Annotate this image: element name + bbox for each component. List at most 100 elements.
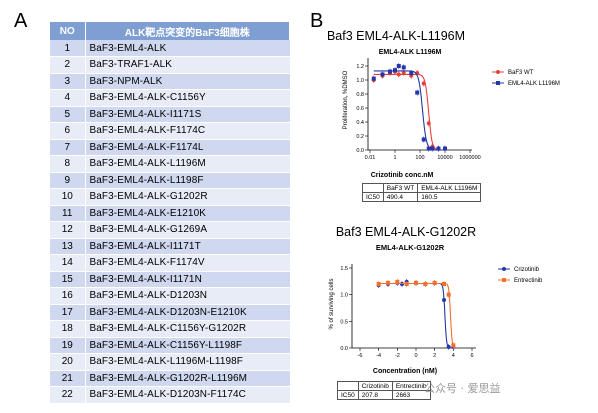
chart2-title: EML4-ALK-G1202R bbox=[376, 243, 445, 252]
table-row: 19 BaF3-EML4-ALK-C1156Y-L1198F bbox=[50, 337, 290, 354]
row-number: 6 bbox=[50, 122, 86, 140]
row-number: 20 bbox=[50, 353, 86, 371]
x-tick-label: 0.01 bbox=[365, 155, 376, 161]
cell-line-name: BaF3-EML4-ALK-L1196M bbox=[85, 155, 290, 173]
chart2-plot: 0.0 0.5 1.0 1.5 -6 -4 -2 0 2 4 6 bbox=[340, 264, 476, 359]
y-tick-label: 0.5 bbox=[340, 319, 348, 325]
cell-line-name: BaF3-EML4-ALK-F1174L bbox=[85, 139, 290, 156]
data-point bbox=[393, 68, 397, 73]
data-point bbox=[376, 282, 381, 286]
cell-line-name: BaF3-EML4-ALK-F1174C bbox=[85, 122, 290, 140]
row-number: 4 bbox=[50, 89, 86, 107]
data-point bbox=[442, 282, 446, 286]
data-point bbox=[401, 71, 406, 75]
ic50-value: 160.5 bbox=[417, 192, 482, 202]
data-point bbox=[396, 72, 401, 77]
cell-line-name: BaF3-EML4-ALK-I1171T bbox=[85, 238, 290, 255]
cell-line-name: BaF3-EML4-ALK-L1196M-L1198F bbox=[85, 353, 290, 371]
table-row: 6 BaF3-EML4-ALK-F1174C bbox=[50, 122, 290, 140]
legend-label: BaF3 WT bbox=[508, 70, 534, 76]
chart1-ylabel: Proliferation, %DMSO bbox=[343, 70, 349, 129]
row-number: 5 bbox=[50, 106, 86, 123]
series-curve bbox=[378, 282, 456, 349]
table-row: 1 BaF3-EML4-ALK bbox=[50, 40, 290, 57]
chart-g1202r: Baf3 EML4-ALK-G1202R EML4-ALK-G1202R Con… bbox=[329, 225, 543, 375]
x-tick-label: 2 bbox=[433, 353, 436, 359]
chart1-legend: BaF3 WT EML4-ALK L1196M bbox=[492, 70, 560, 87]
ic50-value-row: IC50 490.4 160.5 bbox=[362, 192, 482, 202]
legend-marker bbox=[496, 81, 500, 85]
table-row: 14 BaF3-EML4-ALK-F1174V bbox=[50, 254, 290, 272]
x-tick-label: 1 bbox=[393, 155, 396, 161]
x-tick-label: 6 bbox=[470, 353, 473, 359]
ic50-value: 490.4 bbox=[382, 192, 419, 202]
cell-line-name: BaF3-NPM-ALK bbox=[85, 73, 290, 90]
chart1-xlabel: Crizotinib conc.nM bbox=[371, 172, 434, 179]
cell-line-name: BaF3-EML4-ALK-G1202R bbox=[85, 188, 290, 206]
table-row: 16 BaF3-EML4-ALK-D1203N bbox=[50, 287, 290, 305]
data-point bbox=[436, 146, 441, 151]
data-point bbox=[451, 343, 456, 348]
data-point bbox=[380, 72, 385, 77]
y-tick-label: 0.6 bbox=[356, 106, 364, 112]
x-tick-label: 10000 bbox=[437, 155, 452, 161]
y-tick-label: 1.0 bbox=[340, 293, 348, 299]
ic50-header: BaF3 WT bbox=[382, 183, 419, 193]
ic50-row-label: IC50 bbox=[337, 390, 359, 400]
legend-label: EML4-ALK L1196M bbox=[508, 81, 560, 87]
chart1-ic50-table: BaF3 WT EML4-ALK L1196M IC50 490.4 160.5 bbox=[362, 183, 482, 202]
header-no: NO bbox=[50, 22, 86, 40]
data-point bbox=[446, 292, 451, 297]
ic50-value: 2663 bbox=[391, 390, 431, 400]
chart1-heading: Baf3 EML4-ALK-L1196M bbox=[327, 29, 465, 43]
data-point bbox=[421, 81, 426, 86]
cell-line-name: BaF3-EML4-ALK-D1203N bbox=[85, 287, 290, 305]
legend-marker bbox=[502, 267, 506, 271]
row-number: 3 bbox=[50, 73, 86, 90]
row-number: 12 bbox=[50, 221, 86, 239]
data-point bbox=[401, 65, 406, 70]
table-row: 21 BaF3-EML4-ALK-G1202R-L1196M bbox=[50, 370, 290, 387]
chart-l1196m: Baf3 EML4-ALK-L1196M EML4-ALK L1196M Cri… bbox=[327, 29, 560, 179]
table-row: 8 BaF3-EML4-ALK-L1196M bbox=[50, 155, 290, 173]
data-point bbox=[421, 137, 426, 142]
ic50-corner bbox=[362, 183, 384, 193]
legend-label: Entrectinib bbox=[514, 278, 543, 284]
x-tick-label: -4 bbox=[376, 353, 381, 359]
ic50-row-label: IC50 bbox=[362, 192, 384, 202]
row-number: 10 bbox=[50, 188, 86, 206]
y-tick-label: 0.8 bbox=[356, 92, 364, 98]
x-tick-label: 0 bbox=[414, 353, 417, 359]
cell-line-name: BaF3-EML4-ALK-I1171N bbox=[85, 271, 290, 288]
chart2-heading: Baf3 EML4-ALK-G1202R bbox=[336, 225, 476, 239]
x-tick-label: -2 bbox=[395, 353, 400, 359]
cell-line-name: BaF3-EML4-ALK-C1156Y-L1198F bbox=[85, 337, 290, 354]
legend-marker bbox=[496, 70, 500, 74]
legend-label: Crizotinib bbox=[514, 267, 540, 273]
table-row: 13 BaF3-EML4-ALK-I1171T bbox=[50, 238, 290, 255]
y-tick-label: 0.0 bbox=[340, 346, 348, 352]
row-number: 15 bbox=[50, 271, 86, 288]
data-point bbox=[432, 280, 437, 285]
table-row: 17 BaF3-EML4-ALK-D1203N-E1210K bbox=[50, 304, 290, 321]
cell-line-name: BaF3-EML4-ALK-I1171S bbox=[85, 106, 290, 123]
row-number: 19 bbox=[50, 337, 86, 354]
cell-line-name: BaF3-EML4-ALK-C1156Y-G1202R bbox=[85, 320, 290, 338]
cell-line-name: BaF3-EML4-ALK-E1210K bbox=[85, 205, 290, 222]
row-number: 14 bbox=[50, 254, 86, 272]
table-row: 2 BaF3-TRAF1-ALK bbox=[50, 56, 290, 74]
watermark: 公众号 · 爱思益 bbox=[424, 382, 501, 395]
table-row: 5 BaF3-EML4-ALK-I1171S bbox=[50, 106, 290, 123]
chart2-xlabel: Concentration (nM) bbox=[373, 368, 437, 375]
chart2-legend: Crizotinib Entrectinib bbox=[498, 267, 543, 284]
x-tick-label: -6 bbox=[358, 353, 363, 359]
header-cell-line: ALK靶点突变的BaF3细胞株 bbox=[85, 22, 290, 40]
row-number: 16 bbox=[50, 287, 86, 305]
table-header-row: NO ALK靶点突变的BaF3细胞株 bbox=[50, 22, 290, 40]
row-number: 17 bbox=[50, 304, 86, 321]
cell-line-name: BaF3-EML4-ALK-G1202R-L1196M bbox=[85, 370, 290, 387]
table-row: 10 BaF3-EML4-ALK-G1202R bbox=[50, 188, 290, 206]
y-tick-label: 1.5 bbox=[340, 266, 348, 272]
data-point bbox=[446, 344, 451, 349]
table-row: 18 BaF3-EML4-ALK-C1156Y-G1202R bbox=[50, 320, 290, 338]
